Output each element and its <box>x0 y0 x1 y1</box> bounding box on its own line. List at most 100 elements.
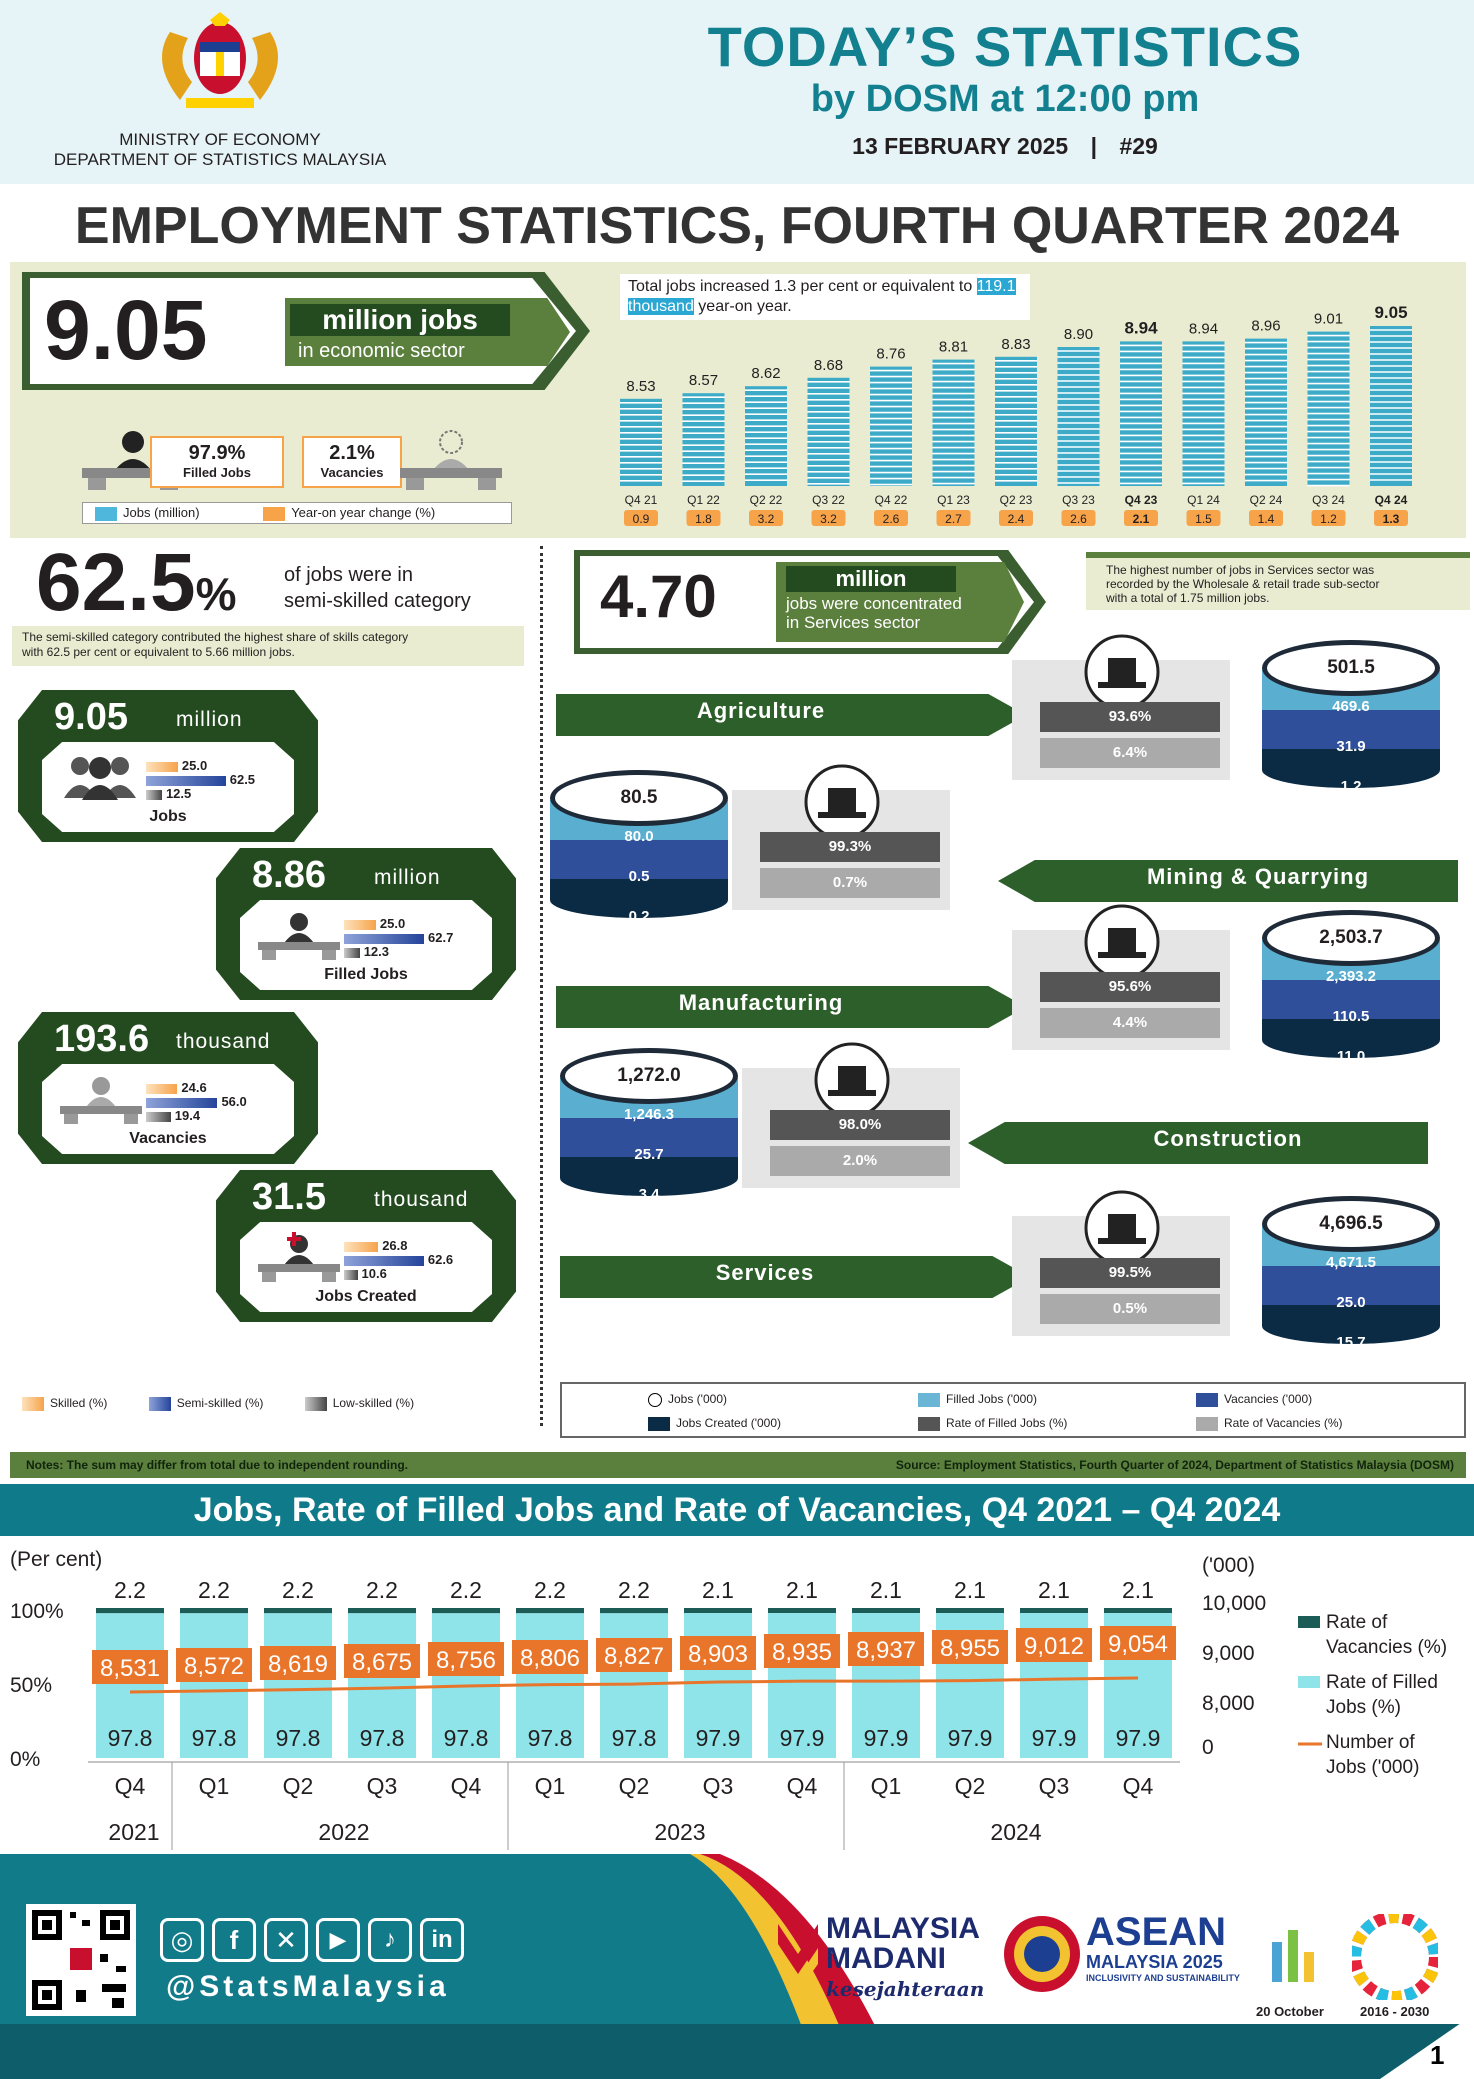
coat-of-arms-logo <box>162 12 278 108</box>
yoy-label: 2.7 <box>945 512 962 526</box>
vacancy-rate-bar <box>432 1608 500 1614</box>
yoy-label: 1.8 <box>695 512 712 526</box>
skill-share-label: 56.0 <box>221 1094 247 1109</box>
filled-rate-label: 97.9 <box>948 1725 993 1751</box>
skill-share-bar <box>146 1084 178 1094</box>
filled-rate-label: 97.9 <box>1116 1725 1161 1751</box>
linkedin-icon[interactable]: in <box>420 1918 464 1962</box>
instagram-icon[interactable]: ◎ <box>160 1918 204 1962</box>
skill-box-unit: thousand <box>374 1188 469 1211</box>
wsd-date: 20 October <box>1256 2004 1324 2019</box>
jobs-value-label: 9.01 <box>1314 311 1343 328</box>
legend-yoy-label: Year-on year change (%) <box>291 505 436 520</box>
quarter-tick-label: Q2 <box>283 1773 314 1799</box>
jobs-label-badge <box>680 1636 756 1670</box>
madani-line3: kesejahteraan <box>826 1977 985 2001</box>
jobs-label-badge <box>848 1632 924 1666</box>
jobs-bar-group <box>1307 331 1350 487</box>
sector-vacancies: 25.7 <box>634 1146 664 1163</box>
sector-name: Agriculture <box>696 698 826 723</box>
new-desk-icon <box>258 1232 340 1282</box>
qr-code-icon[interactable] <box>26 1904 136 2016</box>
yoy-label: 2.1 <box>1133 512 1150 526</box>
tiktok-icon[interactable]: ♪ <box>368 1918 412 1962</box>
madani-line2: MADANI <box>826 1942 946 1975</box>
yoy-badge <box>1186 510 1221 526</box>
sector-filled-jobs: 2,393.2 <box>1325 968 1377 985</box>
jobs-bar-group <box>745 386 787 486</box>
social-handle[interactable]: @StatsMalaysia <box>166 1970 450 2003</box>
quarter-tick-label: Q2 <box>955 1773 986 1799</box>
right-tick-label: 8,000 <box>1202 1692 1255 1715</box>
vacancy-rate-label: 2.1 <box>786 1577 818 1603</box>
quarter-tick-label: Q1 <box>871 1773 902 1799</box>
asean-logo-icon <box>1004 1916 1080 1992</box>
jobs-value-label: 8.94 <box>1124 318 1158 337</box>
services-note3: with a total of 1.75 million jobs. <box>1106 591 1270 605</box>
quarter-label: Q4 23 <box>1125 493 1158 507</box>
yoy-label: 1.4 <box>1258 512 1275 526</box>
skill-share-label: 62.7 <box>428 930 454 945</box>
quarter-tick-label: Q3 <box>367 1773 398 1799</box>
jobs-value-label: 8.90 <box>1064 326 1093 343</box>
left-tick-label: 0% <box>10 1748 40 1771</box>
sector-filled-rate: 99.3% <box>760 832 940 862</box>
people-group-icon <box>64 757 136 800</box>
skill-box: 193.6 thousand 24.6 56.0 19.4 Vacancies <box>18 1012 318 1164</box>
vacancy-rate-bar <box>1104 1608 1172 1614</box>
sector-jobs-created: 3.4 <box>638 1186 660 1203</box>
header: MINISTRY OF ECONOMY DEPARTMENT OF STATIS… <box>0 0 1474 184</box>
factory-icon <box>1084 904 1160 980</box>
office-worker-icon <box>258 913 340 960</box>
facebook-icon[interactable]: f <box>212 1918 256 1962</box>
sector-name: Manufacturing <box>678 990 844 1015</box>
yoy-badge <box>1124 510 1158 526</box>
jobs-value-label: 8,675 <box>352 1649 412 1676</box>
sector-jobs-total: 501.5 <box>1262 640 1440 696</box>
skill-box-value: 9.05 <box>54 696 128 738</box>
quarter-label: Q4 22 <box>875 493 908 507</box>
skill-share-label: 12.5 <box>165 786 192 801</box>
semi-skilled-legend-label: Semi-skilled (%) <box>176 1396 264 1410</box>
madani-emblem-icon <box>774 1914 822 1994</box>
jobs-bar-group <box>1245 338 1287 486</box>
skill-share-label: 25.0 <box>181 758 208 773</box>
quarter-label: Q3 24 <box>1312 493 1345 507</box>
sector-jobs-created: 0.2 <box>628 908 650 925</box>
sector-filled-jobs: 1,246.3 <box>623 1106 675 1123</box>
legend-created-swatch <box>648 1416 670 1431</box>
skills-note2: with 62.5 per cent or equivalent to 5.66… <box>22 645 295 659</box>
jobs-bar <box>1370 326 1412 486</box>
yoy-badge <box>1249 510 1283 526</box>
main-title: EMPLOYMENT STATISTICS, FOURTH QUARTER 20… <box>74 197 1400 255</box>
filled-rate-label: 97.8 <box>192 1725 237 1751</box>
skill-share-label: 19.4 <box>174 1108 201 1123</box>
youtube-icon[interactable]: ▶ <box>316 1918 360 1962</box>
world-statistics-day-icon <box>1272 1930 1314 1982</box>
skill-box: 9.05 million 25.0 62.5 12.5 Jobs <box>18 690 318 842</box>
skill-share-label: 24.6 <box>181 1080 207 1095</box>
sector-vacancies: 0.5 <box>628 868 650 885</box>
yoy-label: 3.2 <box>758 512 775 526</box>
jobs-value-label: 8.83 <box>1001 336 1030 353</box>
skill-share-label: 62.5 <box>229 772 256 787</box>
skill-box-value: 8.86 <box>252 854 326 896</box>
legend-vacancy-rate: Rate of Vacancies (%) <box>1224 1416 1343 1430</box>
legend-filled-rate: Rate of Filled Jobs (%) <box>946 1416 1068 1430</box>
skill-box-unit: million <box>176 708 243 731</box>
stats-subtitle: by DOSM at 12:00 pm <box>810 78 1200 120</box>
skill-box-label: Filled Jobs <box>324 966 408 983</box>
x-icon[interactable]: ✕ <box>264 1918 308 1962</box>
skill-share-label: 26.8 <box>382 1238 408 1253</box>
vacancy-rate-bar <box>600 1608 668 1614</box>
quarter-label: Q1 23 <box>937 493 970 507</box>
skill-box-value: 31.5 <box>252 1176 326 1218</box>
social-icons: ◎ f ✕ ▶ ♪ in <box>160 1918 470 1962</box>
sdg-years: 2016 - 2030 <box>1360 2004 1430 2019</box>
services-hero-sub2: in Services sector <box>786 613 921 632</box>
jobs-bar <box>932 359 975 486</box>
sector-vacancy-rate: 4.4% <box>1040 1008 1220 1038</box>
filled-rate-label: 97.8 <box>276 1725 321 1751</box>
yoy-label: 2.6 <box>1070 512 1087 526</box>
yoy-badge <box>936 510 971 526</box>
